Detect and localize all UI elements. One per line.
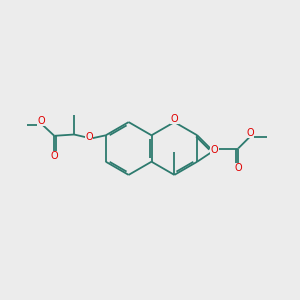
Text: O: O (85, 132, 93, 142)
Text: O: O (234, 163, 242, 173)
Text: O: O (171, 113, 178, 124)
Text: O: O (246, 128, 254, 138)
Text: O: O (38, 116, 45, 126)
Text: O: O (211, 145, 218, 155)
Text: O: O (50, 152, 58, 161)
